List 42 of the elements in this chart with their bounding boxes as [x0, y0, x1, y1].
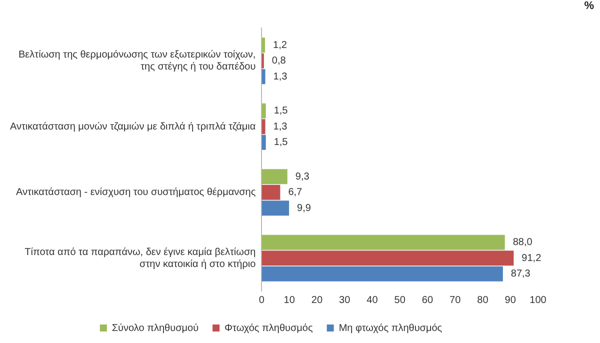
bar — [262, 103, 266, 118]
x-tick-label: 80 — [477, 294, 489, 306]
legend-label: Σύνολο πληθυσμού — [112, 322, 199, 334]
bar — [262, 38, 266, 53]
bar — [262, 169, 288, 184]
data-label: 0,8 — [272, 56, 286, 67]
bar — [262, 184, 280, 200]
x-tick-label: 60 — [422, 294, 434, 306]
data-label: 88,0 — [512, 237, 533, 248]
data-label: 1,5 — [274, 137, 288, 148]
y-tick-label: Τίποτα από τα παραπάνω, δεν έγινε καμία βελτίωση στην κατοικία ή στο κτήριο — [24, 246, 256, 270]
data-label: 1,2 — [273, 40, 288, 51]
x-tick-label: 0 — [258, 294, 265, 306]
data-label: 9,9 — [297, 202, 312, 214]
x-tick-label: 100 — [530, 294, 547, 306]
bar — [262, 119, 266, 134]
text: % — [584, 0, 594, 12]
y-tick-label: Βελτίωση της θερμομόνωσης των εξωτερικών τοίχων, της στέγης ή του δαπέδου — [18, 50, 256, 73]
x-tick-label: 20 — [311, 294, 323, 306]
legend-label: Φτωχός πληθυσμός — [224, 322, 313, 334]
bar — [262, 234, 505, 250]
y-tick-label: Αντικατάσταση - ενίσχυση του συστήματος θέρμανσης — [16, 187, 256, 198]
x-tick-label: 10 — [284, 294, 296, 306]
x-tick-label: 30 — [339, 294, 351, 306]
bar — [262, 134, 266, 150]
data-label: 1,5 — [274, 106, 288, 117]
x-tick-label: 70 — [450, 294, 462, 306]
data-label: 1,3 — [273, 71, 288, 82]
data-label: 9,3 — [295, 171, 310, 182]
data-label: 91,2 — [522, 252, 542, 264]
x-tick-label: 90 — [504, 294, 516, 306]
bar — [262, 250, 514, 266]
data-label: 1,3 — [273, 121, 288, 132]
x-tick-label: 50 — [394, 294, 406, 306]
y-tick-label: Αντικατάσταση μονών τζαμιών με διπλά ή τριπλά τζάμια — [10, 121, 256, 132]
data-label: 87,3 — [510, 268, 531, 280]
legend-label: Μη φτωχός πληθυσμός — [338, 322, 442, 334]
bar — [262, 266, 503, 282]
data-label: 6,7 — [288, 187, 303, 198]
bar — [262, 69, 266, 84]
x-tick-label: 40 — [366, 294, 378, 306]
bar — [262, 200, 290, 216]
